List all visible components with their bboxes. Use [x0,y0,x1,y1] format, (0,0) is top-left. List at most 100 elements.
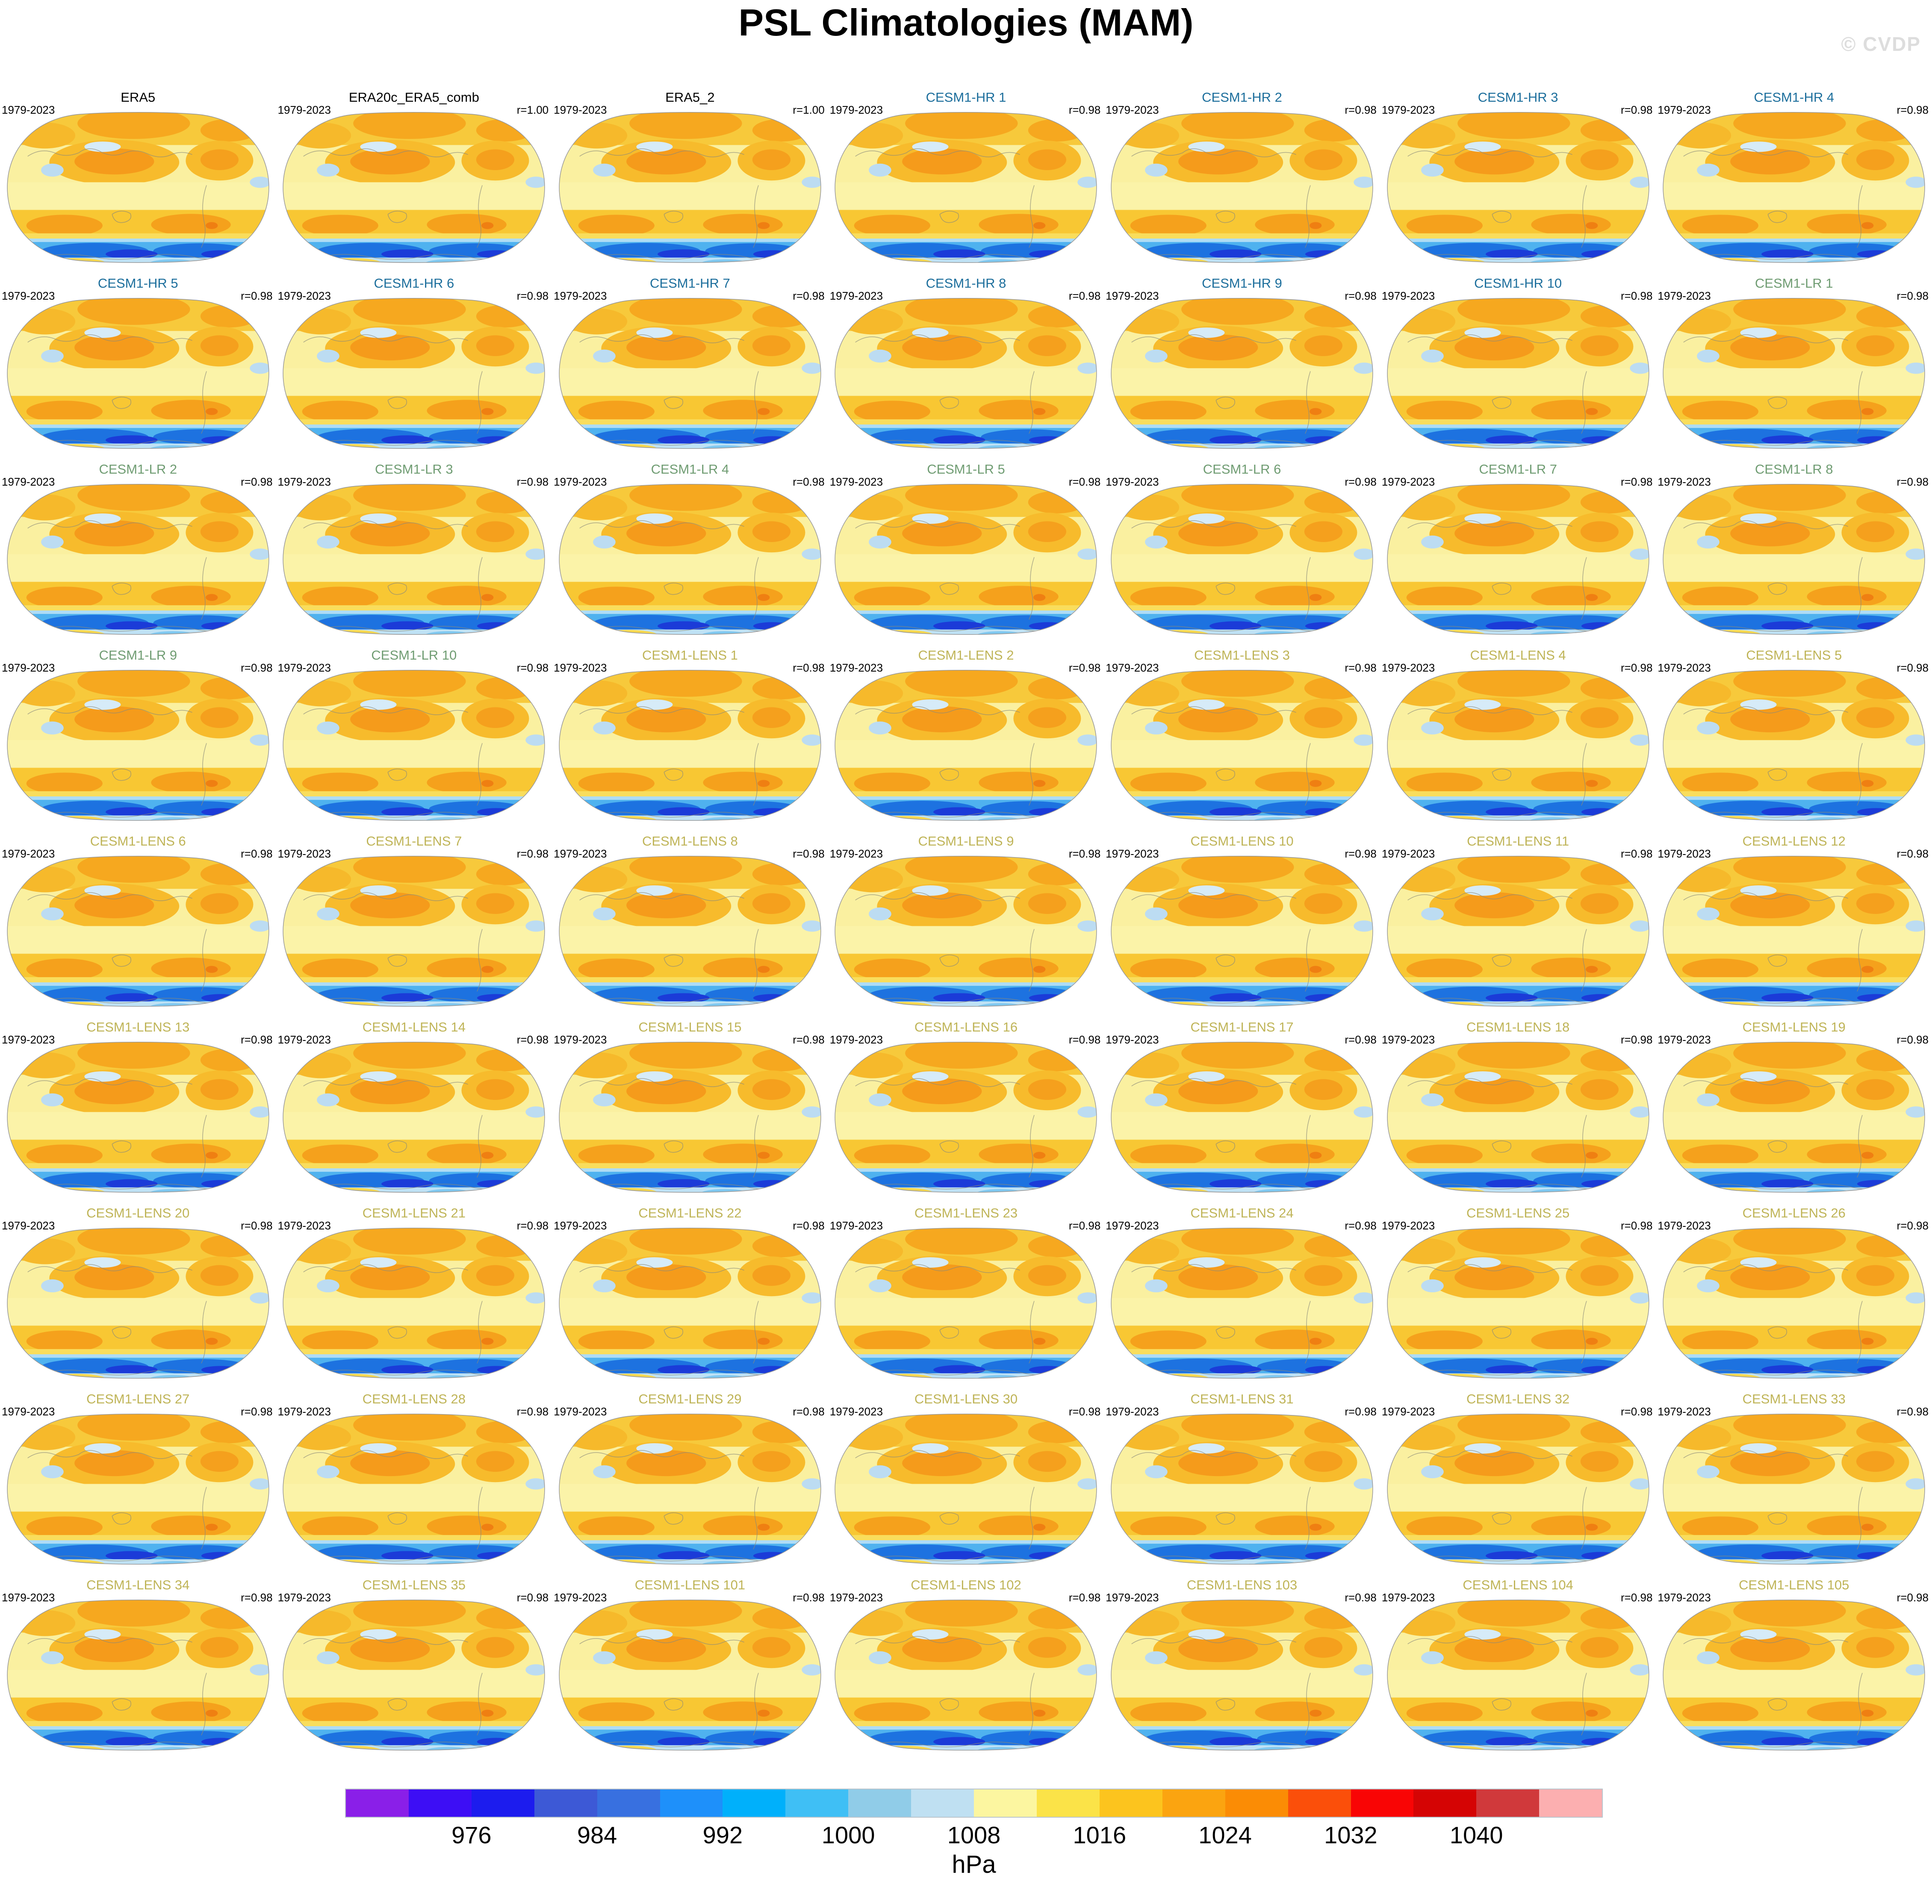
world-map [835,1600,1097,1751]
panel-title: CESM1-HR 10 [1474,276,1562,291]
map-panel: CESM1-LENS 104 1979-2023 r=0.98 [1380,1577,1656,1763]
panel-title: ERA5_2 [665,90,715,105]
world-map [559,1042,821,1193]
world-map [1663,1414,1925,1565]
panel-title: CESM1-LENS 27 [86,1391,190,1406]
world-map [1111,1414,1373,1565]
world-map [835,1228,1097,1379]
world-map [1386,484,1649,635]
panel-correlation-label: r=0.98 [1068,103,1101,116]
map-panel: CESM1-HR 8 1979-2023 r=0.98 [828,276,1104,462]
world-map [835,298,1097,449]
panel-title: CESM1-LENS 18 [1466,1020,1570,1035]
world-map [283,856,546,1007]
panel-title: CESM1-LENS 35 [362,1577,466,1592]
panel-period-label: 1979-2023 [1106,103,1159,116]
colorbar-segment [974,1789,1037,1817]
world-map [1111,112,1373,263]
map-panel: CESM1-LENS 2 1979-2023 r=0.98 [828,648,1104,834]
panel-period-label: 1979-2023 [1381,475,1435,488]
panel-period-label: 1979-2023 [829,475,883,488]
map-panel: CESM1-LR 9 1979-2023 r=0.98 [0,648,276,834]
panel-period-label: 1979-2023 [1658,1591,1711,1604]
world-map [7,484,269,635]
panel-period-label: 1979-2023 [1106,661,1159,674]
panel-period-label: 1979-2023 [1106,475,1159,488]
panel-period-label: 1979-2023 [1658,289,1711,302]
panel-title: CESM1-HR 8 [926,276,1006,291]
panel-correlation-label: r=0.98 [793,661,825,674]
panel-correlation-label: r=0.98 [1620,847,1653,860]
panel-correlation-label: r=0.98 [1620,475,1653,488]
map-panel: CESM1-LENS 18 1979-2023 r=0.98 [1380,1020,1656,1205]
panel-period-label: 1979-2023 [2,661,55,674]
world-map [559,1228,821,1379]
panel-title: CESM1-LENS 29 [638,1391,742,1406]
panel-title: CESM1-LR 5 [927,462,1005,477]
panel-correlation-label: r=0.98 [1620,103,1653,116]
colorbar-segment [597,1789,660,1817]
world-map [7,856,269,1007]
world-map [283,1600,546,1751]
world-map [835,1414,1097,1565]
panel-correlation-label: r=0.98 [1068,475,1101,488]
panel-title: CESM1-LENS 5 [1746,648,1842,663]
panel-title: CESM1-LR 10 [371,648,457,663]
panel-correlation-label: r=0.98 [1345,1219,1377,1232]
world-map [7,1042,269,1193]
panel-period-label: 1979-2023 [1658,1219,1711,1232]
panel-period-label: 1979-2023 [1658,847,1711,860]
map-panel: CESM1-LENS 25 1979-2023 r=0.98 [1380,1205,1656,1391]
panel-title: ERA20c_ERA5_comb [348,90,479,105]
colorbar-segment [848,1789,911,1817]
colorbar-segment [534,1789,597,1817]
map-panel: CESM1-LENS 20 1979-2023 r=0.98 [0,1205,276,1391]
panel-period-label: 1979-2023 [1106,847,1159,860]
panel-correlation-label: r=0.98 [1897,475,1929,488]
world-map [1663,484,1925,635]
panel-period-label: 1979-2023 [554,1219,607,1232]
panel-title: CESM1-LENS 101 [634,1577,746,1592]
colorbar-segment [723,1789,786,1817]
panel-title: CESM1-LENS 22 [638,1205,742,1220]
map-panel: CESM1-LENS 22 1979-2023 r=0.98 [552,1205,828,1391]
colorbar-wrap: 976 984 992 1000 1008 1016 1024 1032 1040 hPa [345,1789,1603,1879]
panel-period-label: 1979-2023 [1381,103,1435,116]
map-panel: CESM1-LENS 3 1979-2023 r=0.98 [1104,648,1380,834]
colorbar-segment [1351,1789,1414,1817]
panel-period-label: 1979-2023 [554,475,607,488]
map-panel: CESM1-LR 10 1979-2023 r=0.98 [276,648,552,834]
panel-title: CESM1-LENS 1 [642,648,738,663]
world-map [1386,112,1649,263]
panel-correlation-label: r=0.98 [1897,1591,1929,1604]
map-panel: CESM1-HR 4 1979-2023 r=0.98 [1656,90,1932,276]
panel-title: CESM1-LR 4 [651,462,729,477]
panel-title: CESM1-LENS 24 [1190,1205,1294,1220]
panel-period-label: 1979-2023 [2,103,55,116]
world-map [283,484,546,635]
map-panel: CESM1-LENS 16 1979-2023 r=0.98 [828,1020,1104,1205]
colorbar-segment [1476,1789,1540,1817]
panel-correlation-label: r=0.98 [516,1405,549,1418]
panel-period-label: 1979-2023 [554,103,607,116]
panel-title: CESM1-LENS 16 [914,1020,1018,1035]
panel-title: CESM1-LENS 103 [1186,1577,1298,1592]
colorbar-tick-label: 1000 [821,1821,875,1848]
map-panel: CESM1-LENS 11 1979-2023 r=0.98 [1380,834,1656,1020]
world-map [1386,1600,1649,1751]
panel-title: CESM1-LENS 8 [642,834,738,849]
panel-title: CESM1-LR 1 [1755,276,1833,291]
panel-period-label: 1979-2023 [1106,289,1159,302]
world-map [559,856,821,1007]
map-panel: CESM1-LR 6 1979-2023 r=0.98 [1104,462,1380,648]
panel-correlation-label: r=0.98 [241,475,273,488]
panel-period-label: 1979-2023 [1658,1033,1711,1046]
panel-title: CESM1-HR 9 [1202,276,1282,291]
world-map [1386,1228,1649,1379]
panel-title: ERA5 [121,90,156,105]
colorbar-segment [1539,1789,1602,1817]
world-map [835,670,1097,821]
page-title: PSL Climatologies (MAM) [738,1,1194,44]
map-panel: CESM1-HR 10 1979-2023 r=0.98 [1380,276,1656,462]
map-panel: CESM1-LENS 101 1979-2023 r=0.98 [552,1577,828,1763]
